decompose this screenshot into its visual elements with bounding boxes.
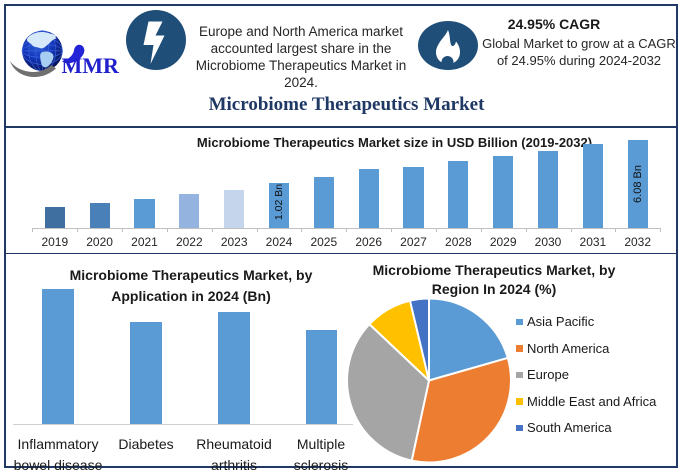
svg-text:MMR: MMR bbox=[62, 53, 121, 78]
